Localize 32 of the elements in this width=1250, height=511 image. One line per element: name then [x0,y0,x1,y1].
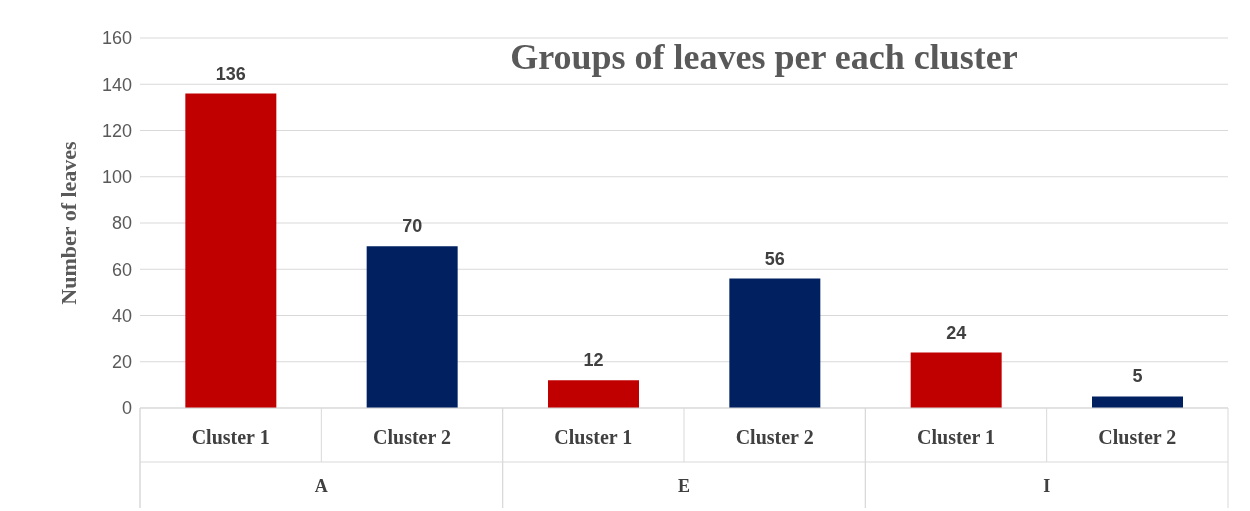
y-tick-label: 140 [101,74,132,95]
text: A [314,476,328,496]
chart-title: Groups of leaves per each cluster [510,37,1018,77]
y-tick-label: 60 [111,259,132,280]
y-tick-label: 80 [111,213,132,234]
bar [1092,396,1183,408]
data-label: 56 [764,248,785,269]
y-tick-label: 100 [101,167,132,188]
y-axis-title: Number of leaves [55,140,81,305]
bar [910,352,1002,408]
y-tick-label: 120 [101,120,132,141]
bar [548,380,639,408]
data-label: 136 [215,63,246,84]
x-tick-label: Cluster 2 [373,426,451,448]
text: I [1043,476,1051,496]
data-label: 24 [946,322,967,343]
bar [185,93,277,408]
y-tick-label: 20 [111,352,132,373]
text: E [677,476,691,496]
x-tick-label: Cluster 2 [735,426,814,448]
data-label: 5 [1132,366,1143,387]
x-tick-label: Cluster 2 [1098,426,1177,448]
data-label: 12 [583,350,604,371]
y-tick-label: 0 [121,398,132,419]
y-tick-label: 40 [111,305,132,326]
x-tick-label: Cluster 1 [917,426,995,448]
bar [366,246,458,408]
y-tick-label: 160 [101,28,132,49]
x-tick-label: Cluster 1 [191,426,270,448]
data-label: 70 [402,216,423,237]
x-tick-label: Cluster 1 [554,426,633,448]
bar [729,278,821,408]
